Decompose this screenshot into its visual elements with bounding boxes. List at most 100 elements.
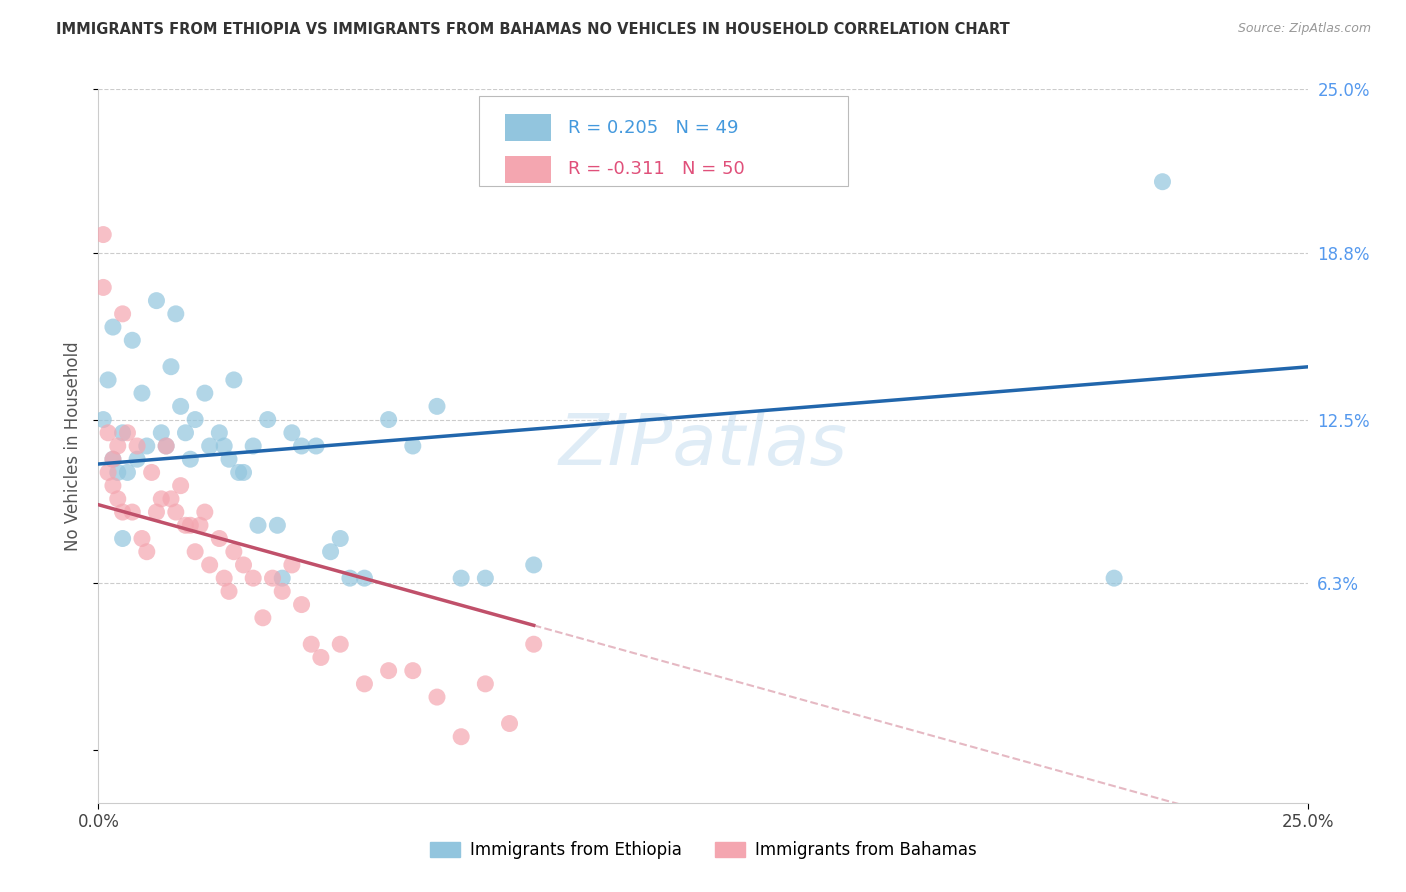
Point [117, 466, 139, 480]
Point [228, 466, 250, 480]
Point [111, 532, 134, 546]
Point [101, 320, 124, 334]
Point [111, 505, 134, 519]
Legend: Immigrants from Ethiopia, Immigrants from Bahamas: Immigrants from Ethiopia, Immigrants fro… [423, 835, 983, 866]
Point [299, 637, 322, 651]
Point [91, 280, 114, 294]
Point [91, 412, 114, 426]
Point [290, 598, 312, 612]
Point [169, 400, 191, 414]
Point [271, 571, 294, 585]
Point [111, 307, 134, 321]
Point [131, 386, 153, 401]
Point [111, 425, 134, 440]
Point [242, 571, 264, 585]
Point [247, 518, 270, 533]
Point [141, 466, 163, 480]
Point [121, 505, 143, 519]
Point [353, 571, 375, 585]
Point [242, 439, 264, 453]
Point [266, 518, 288, 533]
Point [426, 400, 449, 414]
Point [165, 505, 187, 519]
Point [329, 532, 352, 546]
Point [174, 425, 197, 440]
Point [426, 690, 449, 704]
Point [523, 558, 546, 572]
Point [179, 518, 201, 533]
Point [474, 571, 496, 585]
FancyBboxPatch shape [479, 96, 848, 186]
Point [107, 439, 129, 453]
Point [218, 584, 240, 599]
Point [377, 412, 399, 426]
Point [107, 466, 129, 480]
Point [198, 439, 221, 453]
Point [523, 637, 546, 651]
Point [262, 571, 284, 585]
Point [232, 466, 254, 480]
Point [252, 611, 274, 625]
Point [169, 478, 191, 492]
Y-axis label: No Vehicles in Household: No Vehicles in Household [65, 341, 83, 551]
Point [222, 373, 245, 387]
Point [198, 558, 221, 572]
Point [1152, 175, 1174, 189]
Point [179, 452, 201, 467]
Point [145, 505, 167, 519]
Point [402, 439, 425, 453]
Point [145, 293, 167, 308]
FancyBboxPatch shape [505, 114, 551, 141]
Point [218, 452, 240, 467]
Point [97, 425, 120, 440]
Point [212, 571, 235, 585]
Point [107, 491, 129, 506]
Point [232, 558, 254, 572]
Point [329, 637, 352, 651]
Point [339, 571, 361, 585]
Text: Source: ZipAtlas.com: Source: ZipAtlas.com [1237, 22, 1371, 36]
Point [1102, 571, 1125, 585]
Point [474, 677, 496, 691]
Point [91, 227, 114, 242]
Point [101, 452, 124, 467]
Point [222, 545, 245, 559]
Point [377, 664, 399, 678]
Point [150, 491, 173, 506]
Point [188, 518, 211, 533]
Point [184, 412, 207, 426]
Point [135, 545, 157, 559]
Point [101, 478, 124, 492]
Point [450, 571, 472, 585]
Point [184, 545, 207, 559]
Point [101, 452, 124, 467]
Point [319, 545, 342, 559]
Point [402, 664, 425, 678]
Point [97, 466, 120, 480]
Point [353, 677, 375, 691]
Point [135, 439, 157, 453]
Text: R = 0.205   N = 49: R = 0.205 N = 49 [568, 119, 738, 136]
Text: R = -0.311   N = 50: R = -0.311 N = 50 [568, 161, 744, 178]
Point [281, 558, 304, 572]
Point [127, 439, 149, 453]
Text: ZIPatlas: ZIPatlas [558, 411, 848, 481]
Point [208, 532, 231, 546]
Point [160, 491, 183, 506]
Point [271, 584, 294, 599]
Point [131, 532, 153, 546]
Point [155, 439, 177, 453]
FancyBboxPatch shape [505, 155, 551, 183]
Point [160, 359, 183, 374]
Point [498, 716, 520, 731]
Point [155, 439, 177, 453]
Point [194, 386, 217, 401]
Point [290, 439, 312, 453]
Point [150, 425, 173, 440]
Point [194, 505, 217, 519]
Point [97, 373, 120, 387]
Point [256, 412, 278, 426]
Point [174, 518, 197, 533]
Point [450, 730, 472, 744]
Point [121, 333, 143, 347]
